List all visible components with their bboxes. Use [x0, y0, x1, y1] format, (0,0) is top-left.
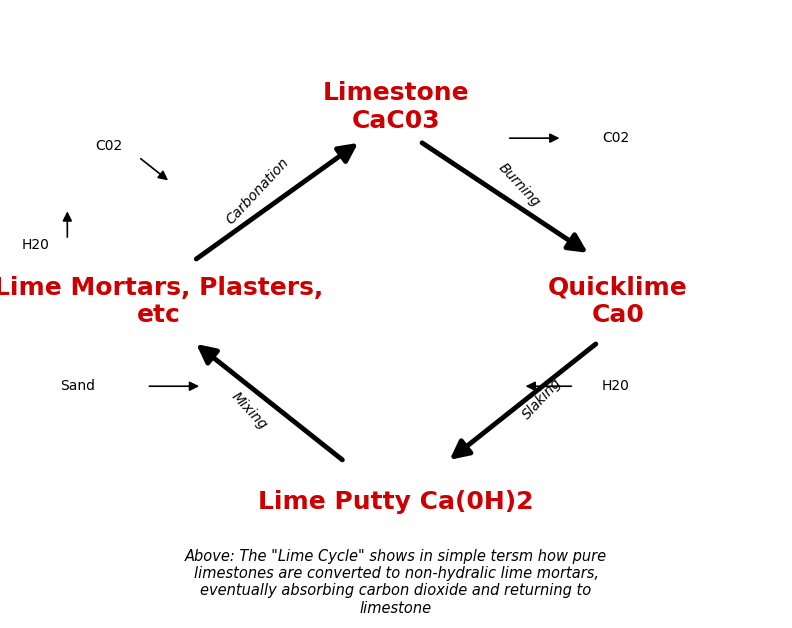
Text: C02: C02 [96, 139, 123, 153]
Text: Above: The "Lime Cycle" shows in simple tersm how pure
limestones are converted : Above: The "Lime Cycle" shows in simple … [185, 548, 607, 616]
Text: H20: H20 [22, 238, 50, 252]
Text: Mixing: Mixing [229, 390, 270, 433]
Text: C02: C02 [602, 131, 629, 145]
Text: Carbonation: Carbonation [223, 156, 291, 227]
Text: Slaking: Slaking [520, 376, 565, 422]
Text: Burning: Burning [495, 161, 543, 210]
Text: Lime Mortars, Plasters,
etc: Lime Mortars, Plasters, etc [0, 276, 323, 327]
Text: Sand: Sand [60, 379, 95, 393]
Text: Limestone
CaC03: Limestone CaC03 [322, 81, 470, 133]
Text: H20: H20 [602, 379, 630, 393]
Text: Lime Putty Ca(0H)2: Lime Putty Ca(0H)2 [258, 490, 534, 514]
Text: Quicklime
Ca0: Quicklime Ca0 [548, 276, 687, 327]
